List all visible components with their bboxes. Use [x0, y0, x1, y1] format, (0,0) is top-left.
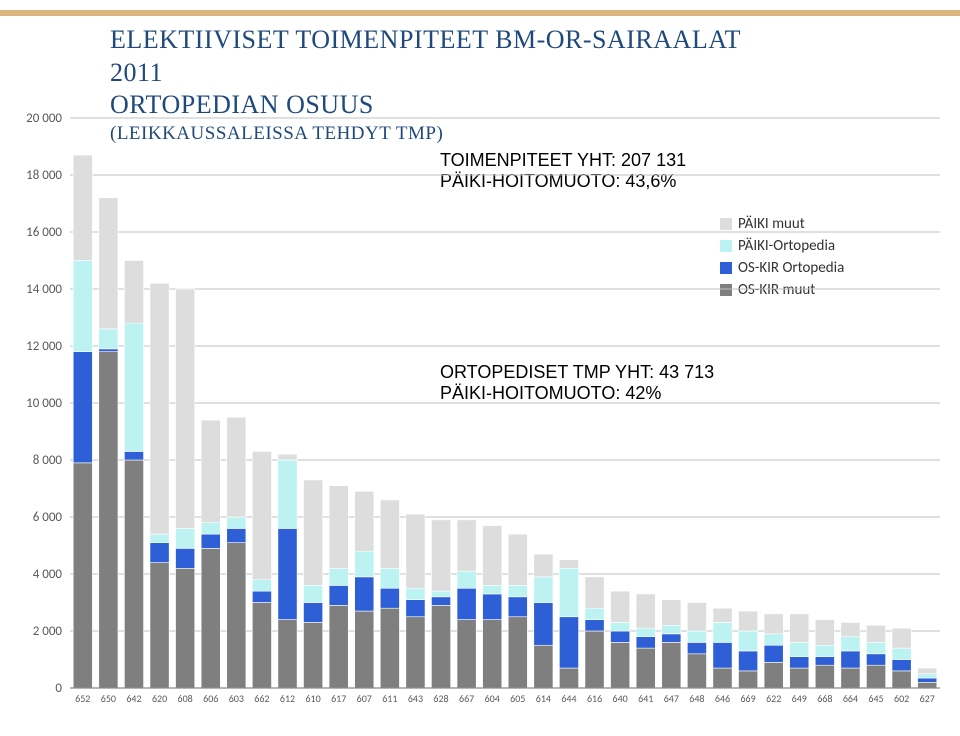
svg-text:616: 616: [587, 692, 602, 705]
svg-text:606: 606: [203, 692, 218, 705]
svg-text:642: 642: [126, 692, 141, 705]
svg-text:668: 668: [817, 692, 832, 705]
svg-text:610: 610: [305, 692, 320, 705]
svg-text:12 000: 12 000: [26, 339, 62, 354]
svg-text:2 000: 2 000: [33, 624, 63, 639]
svg-text:611: 611: [382, 692, 397, 705]
svg-text:662: 662: [254, 692, 269, 705]
svg-text:648: 648: [689, 692, 704, 705]
svg-text:4 000: 4 000: [33, 567, 63, 582]
svg-text:607: 607: [357, 692, 372, 705]
svg-text:622: 622: [766, 692, 781, 705]
svg-text:620: 620: [152, 692, 167, 705]
svg-text:647: 647: [664, 692, 679, 705]
svg-text:645: 645: [868, 692, 883, 705]
svg-text:604: 604: [485, 692, 500, 705]
svg-text:664: 664: [843, 692, 858, 705]
svg-text:617: 617: [331, 692, 346, 705]
svg-text:20 000: 20 000: [26, 111, 62, 126]
svg-text:14 000: 14 000: [26, 282, 62, 297]
svg-text:10 000: 10 000: [26, 396, 62, 411]
svg-text:643: 643: [408, 692, 423, 705]
svg-text:628: 628: [433, 692, 448, 705]
svg-text:608: 608: [178, 692, 193, 705]
svg-text:640: 640: [613, 692, 628, 705]
svg-text:8 000: 8 000: [33, 453, 63, 468]
svg-text:644: 644: [561, 692, 576, 705]
svg-text:649: 649: [792, 692, 807, 705]
svg-text:603: 603: [229, 692, 244, 705]
svg-text:6 000: 6 000: [33, 510, 63, 525]
svg-text:650: 650: [101, 692, 116, 705]
svg-text:605: 605: [510, 692, 525, 705]
svg-text:669: 669: [740, 692, 755, 705]
svg-text:667: 667: [459, 692, 474, 705]
svg-text:612: 612: [280, 692, 295, 705]
svg-text:627: 627: [920, 692, 935, 705]
svg-text:646: 646: [715, 692, 730, 705]
svg-text:652: 652: [75, 692, 90, 705]
svg-text:614: 614: [536, 692, 551, 705]
stacked-bar-chart: 0 2 000 4 000 6 000 8 000 10 000 12 000 14 000 1…: [0, 108, 960, 728]
svg-text:602: 602: [894, 692, 909, 705]
svg-text:16 000: 16 000: [26, 225, 62, 240]
svg-text:641: 641: [638, 692, 653, 705]
svg-text:18 000: 18 000: [26, 168, 62, 183]
svg-text:0: 0: [55, 681, 62, 696]
title-line-1: ELEKTIIVISET TOIMENPITEET BM-OR-SAIRAALA…: [110, 24, 748, 89]
